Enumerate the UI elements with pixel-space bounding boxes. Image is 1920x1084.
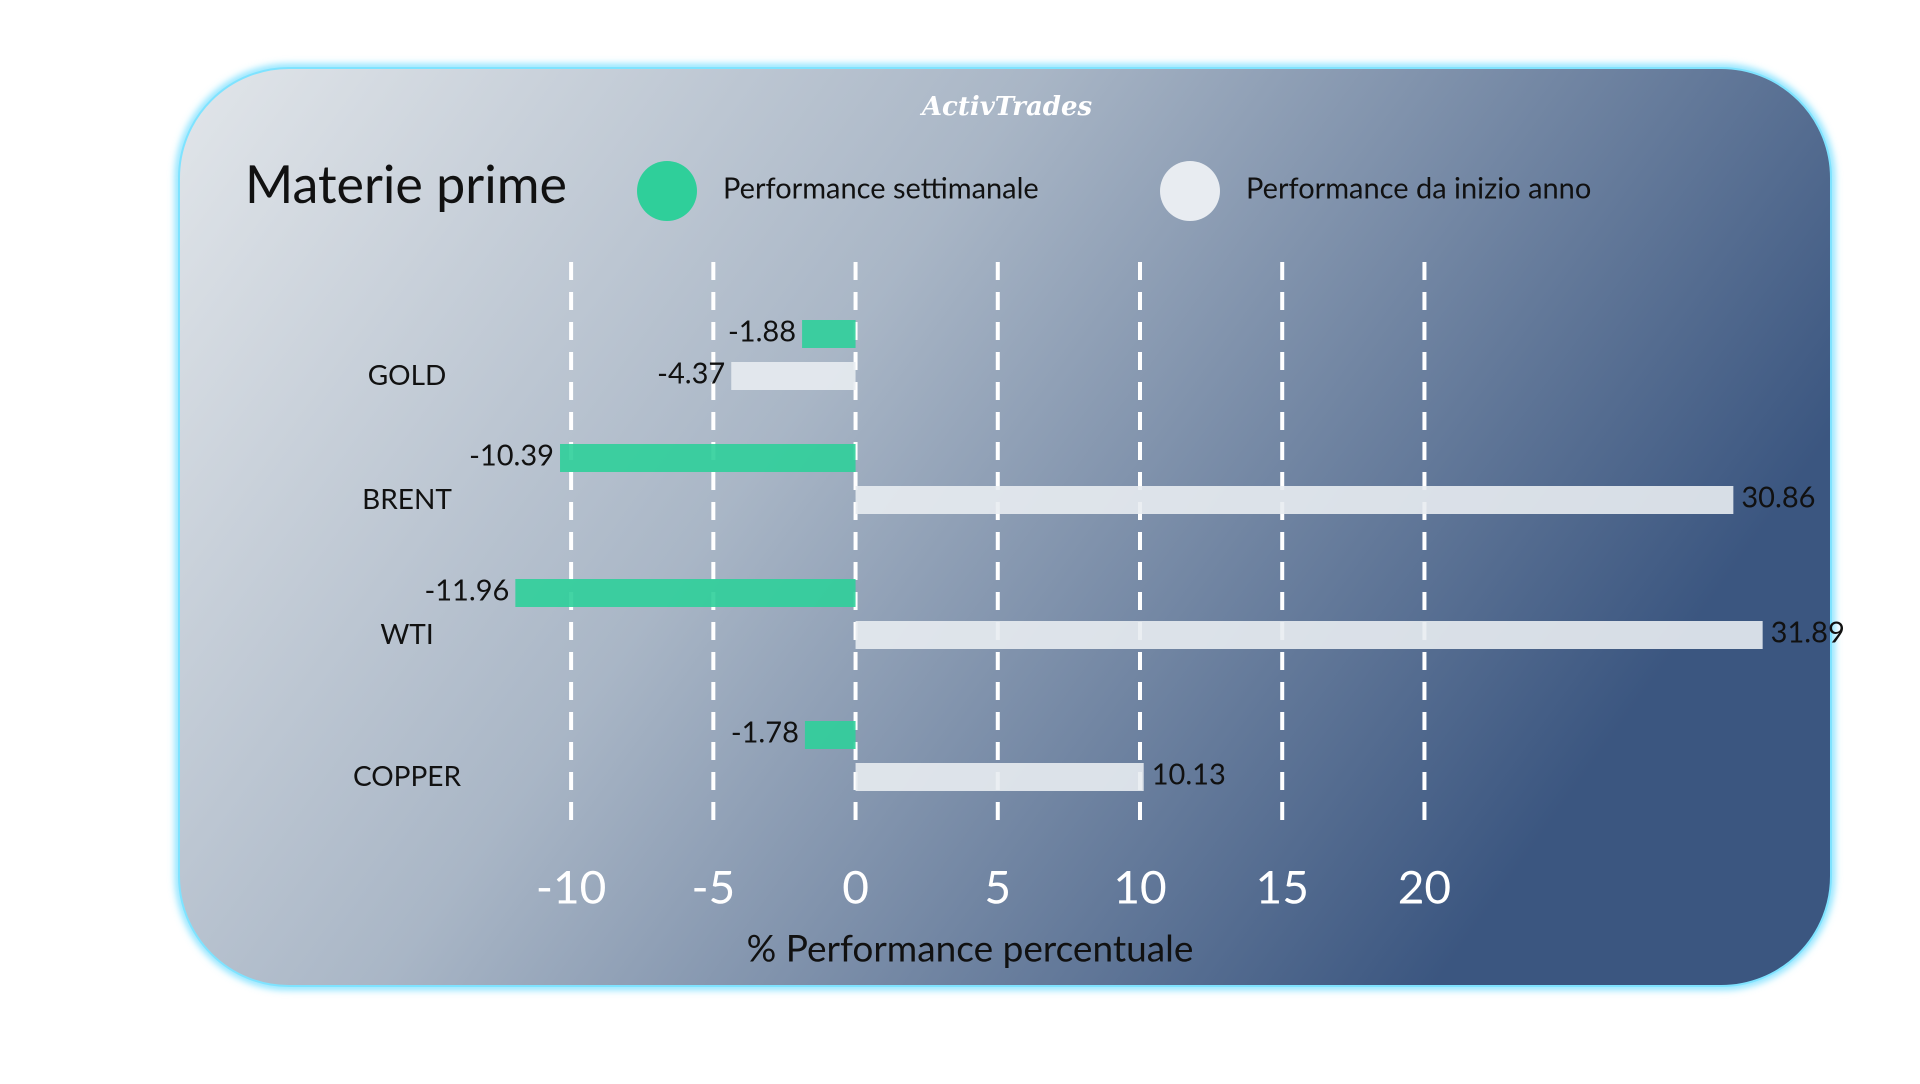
- x-tick-label: 5: [984, 859, 1011, 914]
- category-label: COPPER: [353, 758, 462, 792]
- category-label: BRENT: [362, 481, 452, 515]
- value-label: 30.86: [1741, 479, 1815, 514]
- legend-swatch: [637, 161, 697, 221]
- bar: [731, 362, 856, 390]
- x-tick-label: 20: [1398, 859, 1451, 914]
- value-label: -11.96: [424, 572, 509, 607]
- legend-label: Performance settimanale: [723, 170, 1039, 205]
- legend-swatch: [1160, 161, 1220, 221]
- x-tick-label: -5: [691, 859, 735, 914]
- bar: [804, 721, 856, 749]
- value-label: 10.13: [1152, 756, 1226, 791]
- card: [178, 67, 1832, 987]
- x-tick-label: 10: [1113, 859, 1166, 914]
- value-label: -10.39: [469, 437, 554, 472]
- x-tick-label: 0: [842, 859, 869, 914]
- chart-title: Materie prime: [245, 153, 567, 215]
- bar: [855, 763, 1144, 791]
- bar: [515, 579, 856, 607]
- value-label: -4.37: [657, 355, 725, 390]
- legend-label: Performance da inizio anno: [1246, 170, 1591, 205]
- bar: [560, 444, 856, 472]
- category-label: WTI: [380, 616, 433, 650]
- x-tick-label: 15: [1256, 859, 1309, 914]
- brand-logo: ActivTrades: [919, 92, 1093, 122]
- x-tick-label: -10: [536, 859, 606, 914]
- bar: [855, 621, 1763, 649]
- value-label: -1.78: [731, 714, 799, 749]
- x-axis-label: % Performance percentuale: [747, 924, 1194, 969]
- value-label: -1.88: [728, 313, 796, 348]
- value-label: 31.89: [1771, 614, 1845, 649]
- bar: [855, 486, 1734, 514]
- bar: [802, 320, 856, 348]
- category-label: GOLD: [368, 357, 447, 391]
